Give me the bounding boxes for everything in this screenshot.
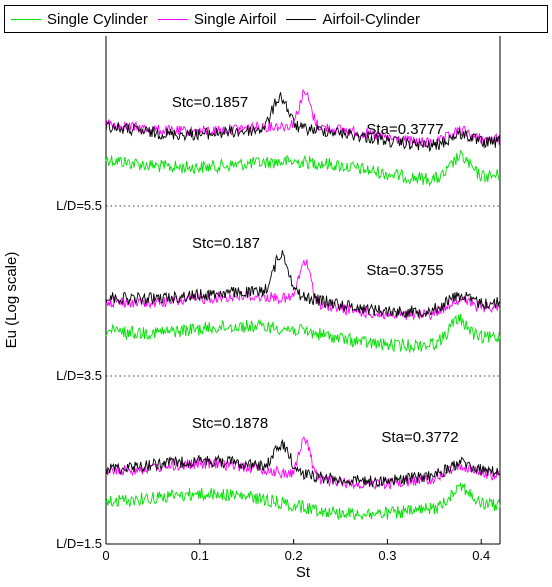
- series-line-airfoil-cylinder-panel-2: [105, 250, 501, 318]
- legend-swatch-single-cylinder: [11, 18, 41, 20]
- annotation-sta-panel-3: Sta=0.3772: [381, 429, 458, 446]
- legend: Single Cylinder Single Airfoil Airfoil-C…: [4, 5, 548, 33]
- legend-item-single-airfoil: Single Airfoil: [157, 10, 277, 28]
- x-tick-label: 0.3: [378, 548, 396, 563]
- series-line-airfoil-cylinder-panel-1: [105, 92, 501, 152]
- y-tick-label: L/D=1.5: [56, 536, 102, 551]
- series-line-single-airfoil-panel-3: [105, 436, 500, 490]
- y-tick-label: L/D=3.5: [56, 368, 102, 383]
- series-line-single-airfoil-panel-2: [105, 259, 501, 321]
- x-tick-label: 0: [102, 548, 109, 563]
- x-tick-label: 0.4: [472, 548, 490, 563]
- annotation-stc-panel-1: Stc=0.1857: [172, 94, 248, 111]
- annotation-sta-panel-1: Sta=0.3777: [366, 121, 443, 138]
- legend-item-single-cylinder: Single Cylinder: [11, 11, 148, 28]
- y-tick-label: L/D=5.5: [56, 198, 102, 213]
- plot-area: 0 0.1 0.2 0.3 0.4 St Eu (Log scale) L/D=5.5 L/D=…: [3, 36, 501, 581]
- x-axis-label: St: [296, 564, 311, 581]
- series-line-single-cylinder-panel-2: [105, 314, 501, 354]
- legend-item-airfoil-cylinder: Airfoil-Cylinder: [286, 11, 420, 28]
- annotation-stc-panel-2: Stc=0.187: [192, 235, 260, 252]
- legend-swatch-single-airfoil: [157, 18, 188, 20]
- legend-swatch-airfoil-cylinder: [286, 18, 317, 20]
- series-line-single-cylinder-panel-1: [105, 149, 501, 187]
- legend-label-single-cylinder: Single Cylinder: [47, 10, 148, 28]
- y-axis-label: Eu (Log scale): [3, 252, 20, 349]
- annotation-sta-panel-2: Sta=0.3755: [366, 262, 443, 279]
- legend-label-single-airfoil: Single Airfoil: [193, 10, 277, 28]
- x-tick-label: 0.2: [285, 548, 303, 563]
- annotation-stc-panel-3: Stc=0.1878: [192, 415, 268, 432]
- legend-label-airfoil-cylinder: Airfoil-Cylinder: [322, 10, 420, 28]
- series-line-single-airfoil-panel-1: [105, 88, 501, 148]
- series-line-airfoil-cylinder-panel-3: [105, 438, 501, 488]
- series-line-single-cylinder-panel-3: [105, 481, 501, 521]
- x-tick-label: 0.1: [191, 548, 209, 563]
